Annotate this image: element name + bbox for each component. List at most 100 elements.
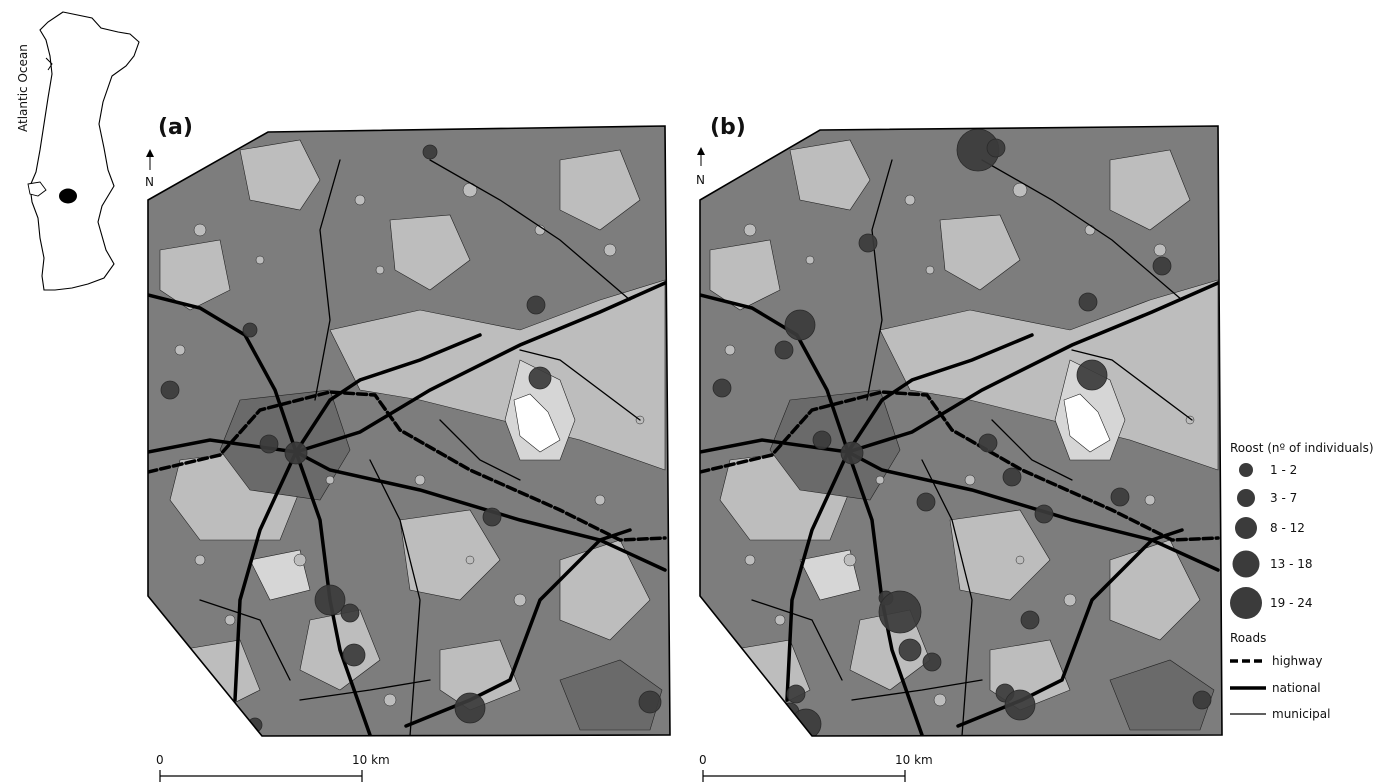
panel-b-boundary <box>699 125 1223 737</box>
roost-marker <box>1002 467 1022 487</box>
roost-marker <box>247 717 263 733</box>
panel-b-label: (b) <box>710 115 746 140</box>
panel-b: (b) N <box>696 115 1223 782</box>
roost-marker <box>1110 487 1130 507</box>
legend-roost-class: 13 - 18 <box>1270 557 1313 571</box>
roost-marker <box>422 144 438 160</box>
panel-a-roosts <box>160 144 662 733</box>
roost-marker <box>340 603 360 623</box>
panel-a-scale-start: 0 <box>156 753 164 767</box>
roost-marker <box>314 584 346 616</box>
portugal-outline <box>29 11 140 291</box>
road-municipal <box>751 599 843 681</box>
roost-marker <box>284 441 308 465</box>
roost-marker <box>1020 610 1040 630</box>
inset-estuary <box>27 181 47 197</box>
road-municipal <box>991 419 1073 481</box>
panel-b-specks <box>724 182 1195 707</box>
road-national <box>846 333 1034 454</box>
roost-marker <box>978 433 998 453</box>
legend-road-type: municipal <box>1272 707 1330 721</box>
inset-map: Atlantic Ocean <box>16 11 140 291</box>
road-highway <box>700 390 1220 542</box>
legend-roost-symbol <box>1239 463 1253 477</box>
study-area-marker <box>59 188 77 204</box>
roost-marker <box>774 340 794 360</box>
panel-a: (a) N <box>145 115 671 782</box>
north-arrow-icon <box>146 149 154 157</box>
roost-marker <box>858 233 878 253</box>
road-municipal <box>851 679 983 701</box>
legend-road-type: highway <box>1272 654 1322 668</box>
legend-roost-class: 8 - 12 <box>1270 521 1305 535</box>
panel-b-land-cover <box>700 126 1222 736</box>
legend: Roost (nº of individuals) 1 - 2 3 - 7 8 … <box>1230 441 1374 721</box>
roost-marker <box>784 309 816 341</box>
panel-a-north-arrow: N <box>145 149 154 189</box>
legend-roost-class: 3 - 7 <box>1270 491 1297 505</box>
road-municipal <box>369 459 421 736</box>
roost-marker <box>526 295 546 315</box>
road-municipal <box>866 159 893 401</box>
road-municipal <box>1071 349 1193 421</box>
roost-marker <box>160 380 180 400</box>
roost-marker <box>812 430 832 450</box>
road-municipal <box>439 419 521 481</box>
panel-b-scale-bar <box>702 770 906 782</box>
roost-marker <box>780 702 800 722</box>
panel-a-land-cover <box>148 126 670 736</box>
roost-marker <box>1152 256 1172 276</box>
legend-roost-symbol <box>1230 587 1262 619</box>
legend-roost-class: 19 - 24 <box>1270 596 1313 610</box>
roost-marker <box>1192 690 1212 710</box>
road-municipal <box>199 599 291 681</box>
road-national <box>785 450 850 702</box>
roost-marker <box>790 708 822 736</box>
panel-b-north-label: N <box>696 173 705 187</box>
roost-marker <box>916 492 936 512</box>
road-municipal <box>519 349 641 421</box>
roost-marker <box>454 692 486 724</box>
roost-marker <box>1076 359 1108 391</box>
panel-a-scale-end: 10 km <box>352 753 390 767</box>
legend-roost-symbol <box>1237 489 1255 507</box>
roost-marker <box>922 652 942 672</box>
roost-marker <box>1078 292 1098 312</box>
road-municipal <box>299 679 431 701</box>
panel-a-north-label: N <box>145 175 154 189</box>
panel-b-scale-start: 0 <box>699 753 707 767</box>
roost-marker <box>898 638 922 662</box>
roost-marker <box>840 441 864 465</box>
road-municipal <box>314 159 341 401</box>
roost-marker <box>528 366 552 390</box>
roost-marker <box>482 507 502 527</box>
inset-ocean-label: Atlantic Ocean <box>16 44 30 132</box>
road-national <box>700 281 1220 454</box>
legend-road-type: national <box>1272 681 1321 695</box>
panel-a-boundary <box>147 125 671 737</box>
roost-marker <box>878 590 922 634</box>
roost-marker <box>342 643 366 667</box>
roost-marker <box>638 690 662 714</box>
road-highway <box>148 390 667 542</box>
legend-roost-class: 1 - 2 <box>1270 463 1297 477</box>
roost-marker <box>259 434 279 454</box>
road-municipal <box>429 159 631 301</box>
panel-a-scale-bar <box>159 770 363 782</box>
panel-b-roosts <box>712 128 1212 736</box>
north-arrow-icon <box>697 147 705 155</box>
roost-marker <box>1004 689 1036 721</box>
legend-roost-symbol <box>1235 517 1257 539</box>
road-national <box>294 333 482 454</box>
roost-marker <box>712 378 732 398</box>
road-municipal <box>921 459 973 736</box>
road-national <box>148 281 667 454</box>
road-national <box>294 450 667 572</box>
roost-marker <box>786 684 806 704</box>
inset-coast-detail <box>45 57 53 71</box>
roost-marker <box>1034 504 1054 524</box>
panel-a-specks <box>174 182 645 707</box>
panel-b-patches <box>709 139 1219 731</box>
